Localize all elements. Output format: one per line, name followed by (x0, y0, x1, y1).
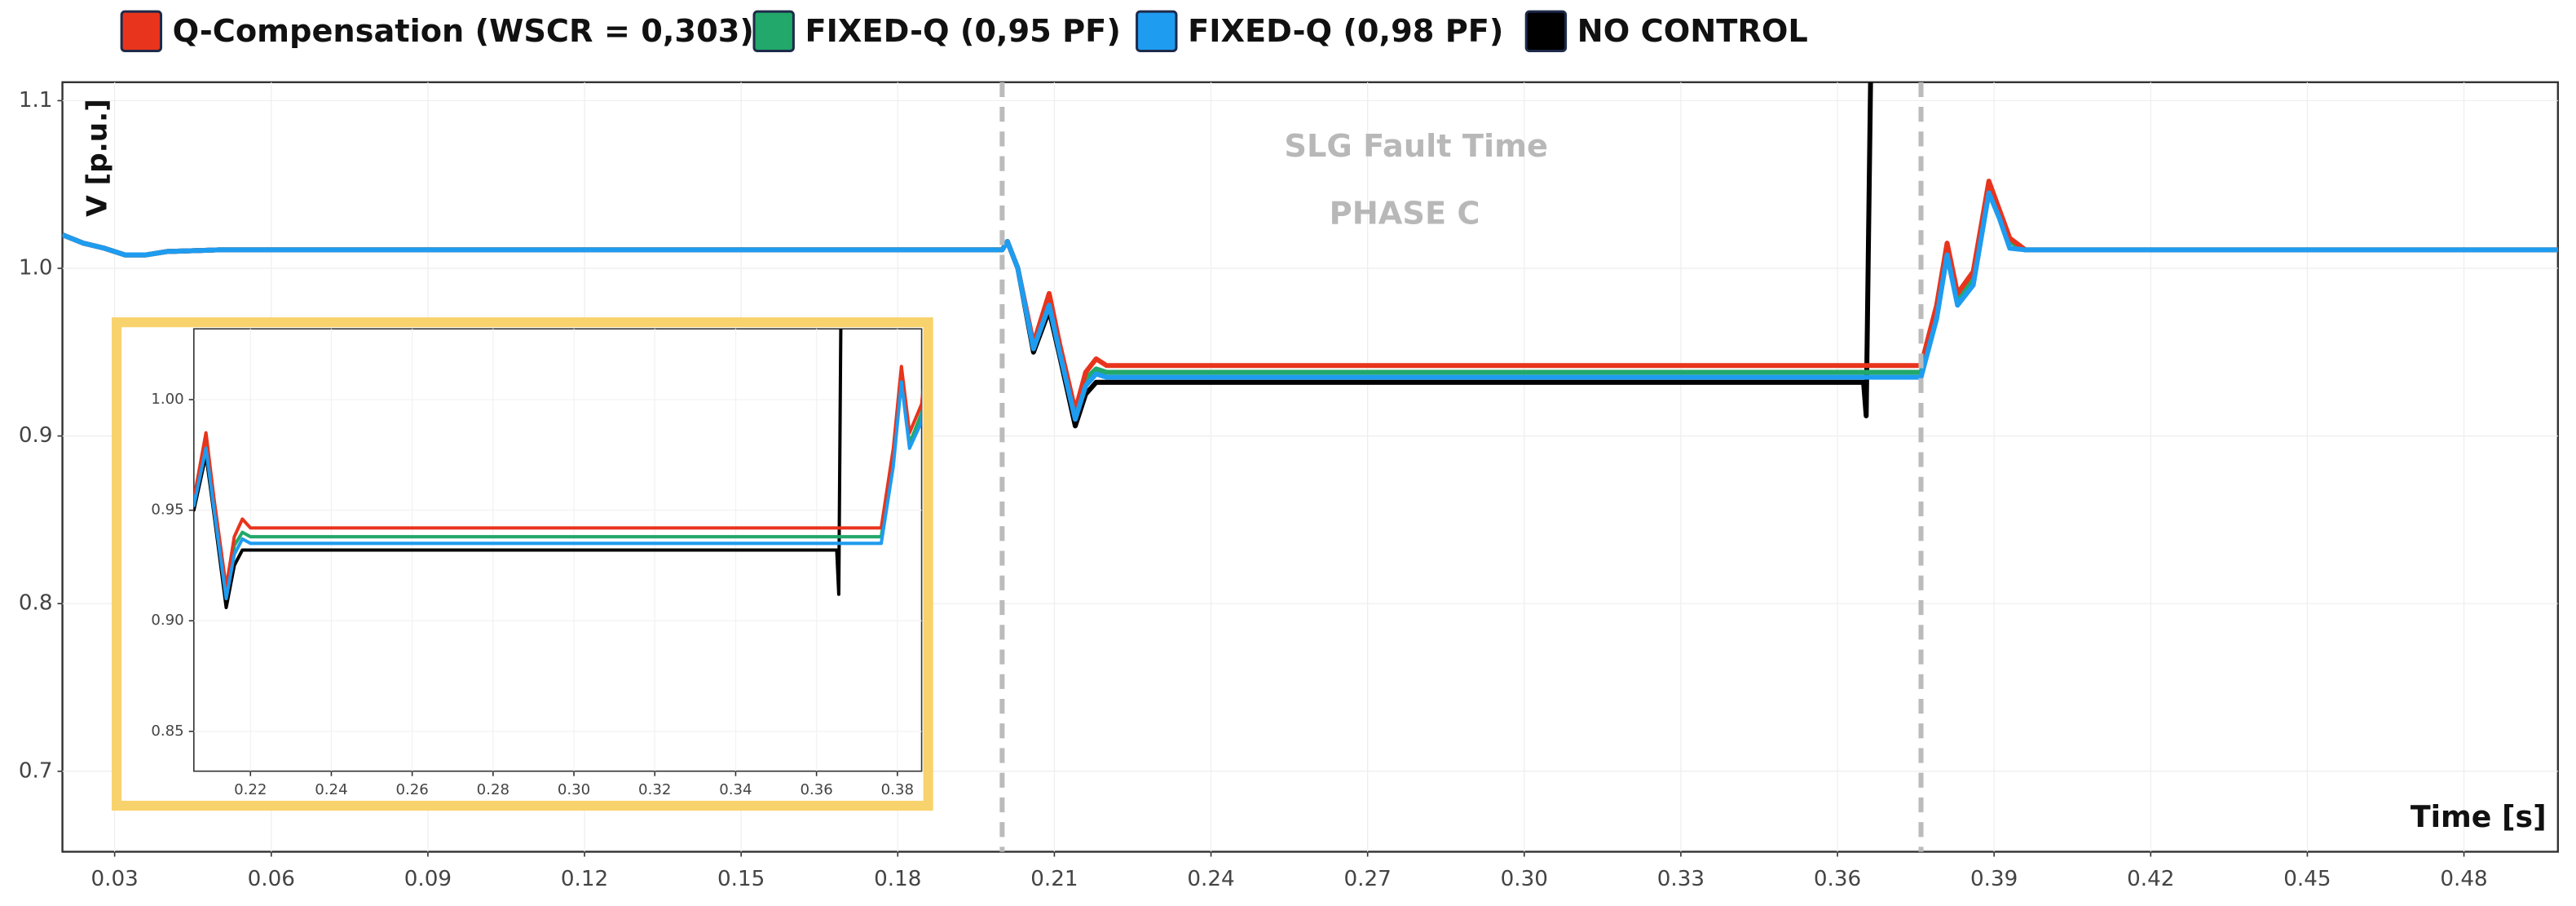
legend-label: NO CONTROL (1577, 13, 1808, 50)
x-tick-label: 0.30 (558, 781, 590, 798)
legend-label: FIXED-Q (0,98 PF) (1188, 13, 1503, 50)
y-tick-label: 1.0 (19, 256, 53, 281)
legend-swatch (1136, 10, 1178, 53)
series-line (193, 329, 843, 609)
y-tick-label: 1.00 (151, 391, 183, 408)
x-tick-label: 0.33 (1657, 867, 1705, 891)
legend-swatch (1524, 10, 1568, 53)
x-tick-label: 0.06 (248, 867, 295, 891)
series-line (193, 371, 922, 596)
y-tick-label: 0.7 (19, 758, 53, 783)
y-tick-label: 0.95 (151, 502, 183, 519)
x-tick-label: 0.32 (638, 781, 671, 798)
x-axis-label: Time [s] (2411, 799, 2547, 834)
inset-lines (193, 329, 922, 609)
annotation: PHASE C (1330, 196, 1480, 232)
legend-swatch (752, 10, 795, 53)
x-tick-label: 0.15 (717, 867, 765, 891)
y-tick-label: 0.85 (151, 723, 183, 740)
x-tick-label: 0.26 (395, 781, 428, 798)
x-tick-label: 0.21 (1030, 867, 1078, 891)
annotation: SLG Fault Time (1284, 128, 1548, 165)
legend-swatch (120, 10, 163, 53)
y-tick-label: 0.9 (19, 423, 53, 448)
x-tick-label: 0.18 (874, 867, 921, 891)
x-tick-label: 0.39 (1970, 867, 2018, 891)
x-tick-label: 0.12 (561, 867, 608, 891)
y-axis-label: V [p.u.] (81, 99, 113, 217)
legend-label: Q-Compensation (WSCR = 0,303) (173, 13, 754, 50)
y-tick-label: 0.90 (151, 612, 183, 629)
x-tick-label: 0.36 (1814, 867, 1861, 891)
y-tick-label: 1.1 (19, 88, 53, 113)
x-tick-label: 0.42 (2127, 867, 2174, 891)
series-line (62, 190, 2558, 422)
y-tick-label: 0.8 (19, 591, 53, 616)
x-tick-label: 0.30 (1501, 867, 1548, 891)
x-tick-label: 0.24 (1187, 867, 1234, 891)
x-tick-label: 0.09 (404, 867, 452, 891)
x-tick-label: 0.34 (719, 781, 752, 798)
legend-label: FIXED-Q (0,95 PF) (805, 13, 1121, 50)
series-line (193, 380, 922, 601)
x-tick-label: 0.28 (477, 781, 509, 798)
x-tick-label: 0.27 (1344, 867, 1392, 891)
x-tick-label: 0.03 (90, 867, 138, 891)
x-tick-label: 0.45 (2283, 867, 2331, 891)
series-line (193, 365, 922, 590)
x-tick-label: 0.24 (315, 781, 347, 798)
x-tick-label: 0.22 (234, 781, 267, 798)
x-tick-label: 0.36 (800, 781, 832, 798)
x-tick-label: 0.48 (2440, 867, 2487, 891)
x-tick-label: 0.38 (881, 781, 914, 798)
